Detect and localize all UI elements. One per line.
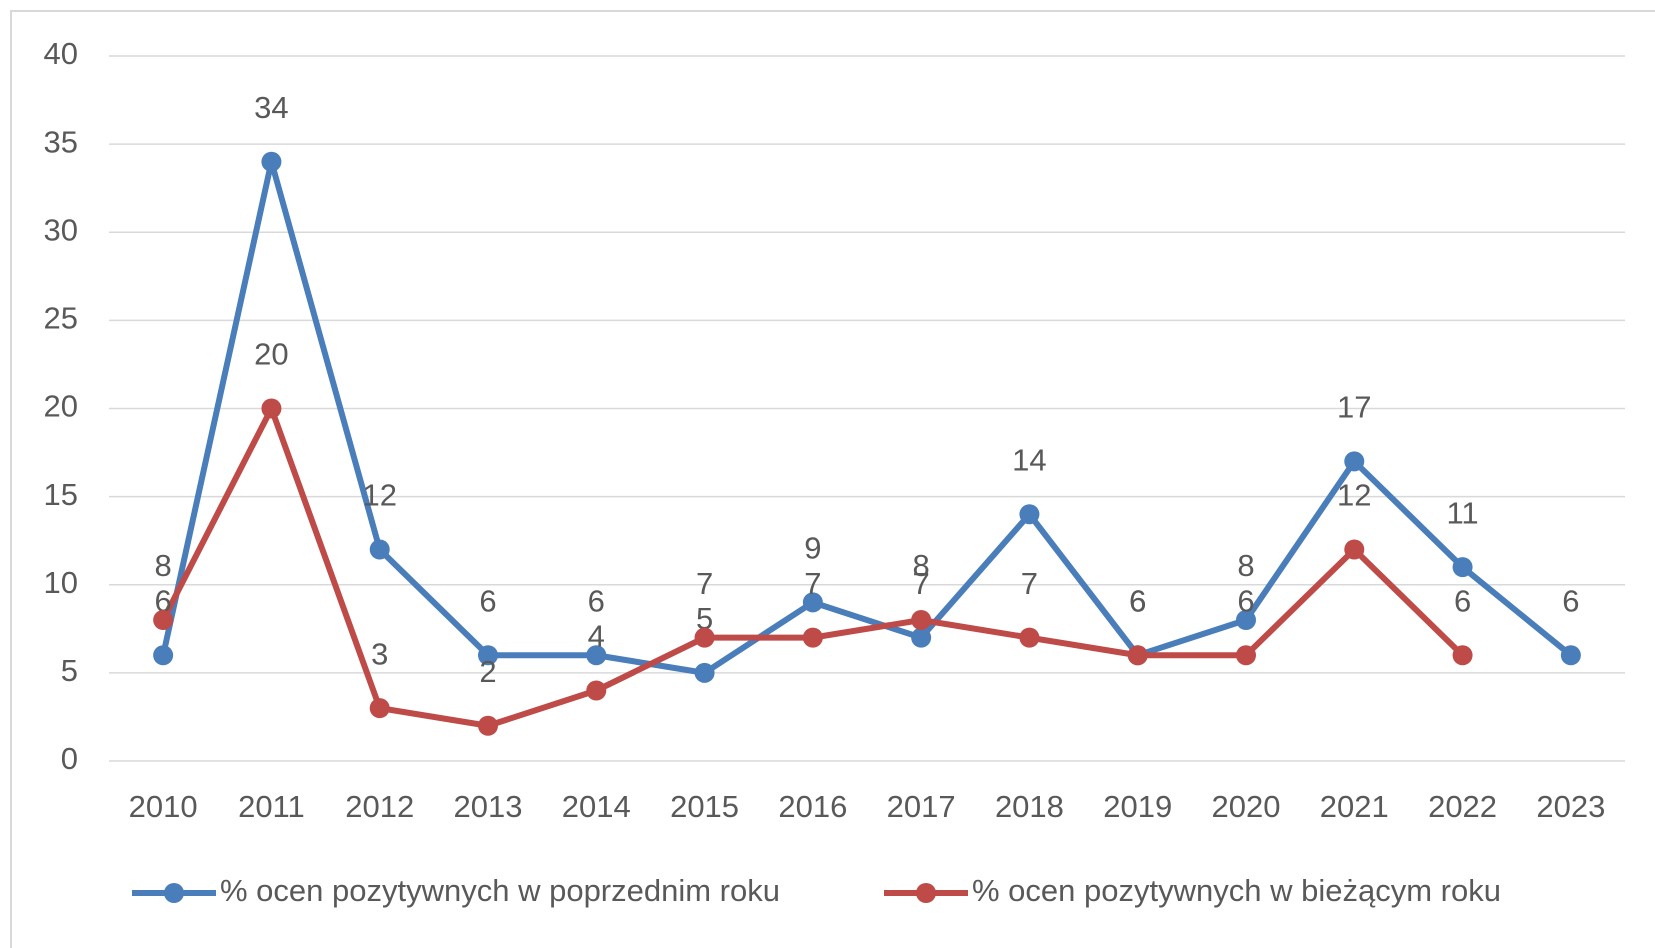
data-label: 14 [1012,442,1046,477]
data-label: 7 [1021,566,1038,601]
data-label: 7 [696,566,713,601]
y-tick-label: 35 [44,124,78,159]
x-tick-label: 2015 [670,789,739,824]
data-point [261,398,282,419]
data-label: 3 [371,636,388,671]
data-label: 2 [479,654,496,689]
data-point [153,610,174,630]
data-point [911,610,932,630]
data-point [1236,610,1256,630]
data-point [1344,451,1365,472]
x-tick-label: 2021 [1320,789,1389,824]
data-label: 7 [804,566,821,601]
data-label: 9 [804,531,821,566]
x-tick-label: 2010 [129,789,198,824]
data-label: 6 [155,583,172,618]
x-tick-label: 2013 [454,789,523,824]
data-point [1019,627,1040,648]
data-label: 7 [913,566,930,601]
data-label: 6 [479,583,496,618]
y-tick-label: 30 [44,212,78,247]
data-point [1127,645,1148,666]
data-label: 6 [1562,583,1579,618]
x-tick-label: 2022 [1428,789,1497,824]
data-point [261,151,282,172]
data-point [1560,645,1581,666]
data-label: 5 [696,601,713,636]
y-tick-label: 15 [44,477,78,512]
data-point [1236,645,1256,666]
x-tick-label: 2017 [887,789,956,824]
data-label: 8 [913,548,930,583]
y-tick-label: 25 [44,301,78,336]
x-tick-label: 2018 [995,789,1064,824]
data-point [1452,645,1473,666]
data-point [694,627,715,648]
data-point [1344,539,1365,560]
data-label: 12 [362,478,396,513]
data-point [586,645,607,666]
data-label: 4 [588,619,605,654]
data-point [802,627,823,648]
y-tick-label: 5 [61,653,78,688]
data-label: 8 [1237,548,1254,583]
data-label: 11 [1446,495,1478,530]
chart-frame [10,10,1655,948]
data-label: 8 [155,548,172,583]
data-point [153,645,174,666]
legend-marker [164,883,184,903]
legend-marker [916,883,936,903]
series-line [160,158,1573,676]
x-tick-label: 2019 [1103,789,1172,824]
legend-label: % ocen pozytywnych w poprzednim roku [220,873,780,908]
data-point [1452,557,1473,578]
data-label: 34 [254,90,288,125]
x-tick-label: 2023 [1536,789,1605,824]
data-point [478,715,498,736]
data-label: 6 [1129,583,1146,618]
data-point [586,680,607,701]
data-label: 6 [1129,583,1146,618]
data-label: 6 [1454,583,1471,618]
data-point [478,645,498,666]
data-point [369,539,390,560]
data-point [911,627,932,648]
data-label: 6 [1237,583,1254,618]
y-tick-label: 10 [44,565,78,600]
data-label: 20 [254,337,288,372]
data-point [1019,504,1040,525]
x-tick-label: 2011 [238,789,305,824]
y-tick-label: 20 [44,389,78,424]
data-point [802,592,823,613]
data-label: 6 [588,583,605,618]
legend-label: % ocen pozytywnych w bieżącym roku [972,873,1501,908]
y-tick-label: 0 [61,741,78,776]
x-tick-label: 2012 [345,789,414,824]
data-label: 12 [1337,478,1371,513]
data-point [369,698,390,719]
data-label: 17 [1337,390,1371,425]
data-point [694,662,715,683]
x-tick-label: 2020 [1212,789,1281,824]
y-tick-label: 40 [44,36,78,71]
x-tick-label: 2016 [778,789,847,824]
x-tick-label: 2014 [562,789,631,824]
